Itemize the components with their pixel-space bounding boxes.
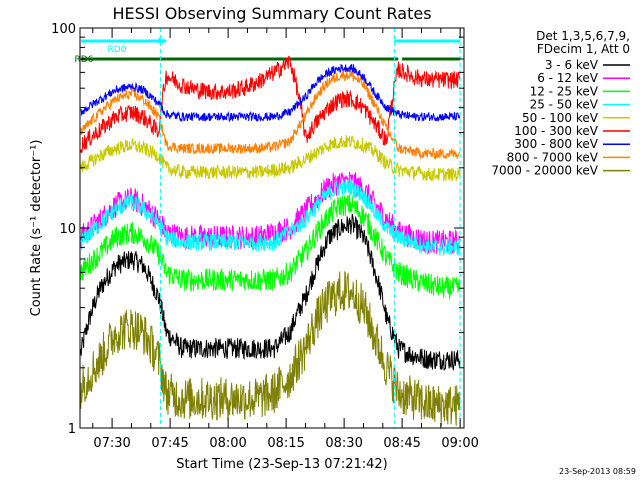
series-line-8 (80, 270, 461, 427)
legend-label-1: 6 - 12 keV (537, 71, 599, 85)
legend-label-2: 12 - 25 keV (530, 84, 599, 98)
flag-label-1: RD0 (108, 45, 127, 55)
x-tick-label-5: 08:45 (383, 436, 420, 451)
x-axis-label: Start Time (23-Sep-13 07:21:42) (176, 457, 387, 472)
legend-label-3: 25 - 50 keV (530, 98, 599, 112)
legend-label-8: 7000 - 20000 keV (491, 164, 598, 178)
x-tick-label-0: 07:30 (93, 436, 130, 451)
x-tick-label-1: 07:45 (151, 436, 188, 451)
y-tick-label-0: 1 (68, 422, 76, 437)
legend-label-7: 800 - 7000 keV (507, 150, 599, 164)
flag-bars: N RD0 RD6 (75, 37, 461, 65)
legend-label-5: 100 - 300 keV (514, 124, 598, 138)
y-tick-label-1: 10 (59, 222, 76, 237)
y-tick-label-2: 100 (51, 22, 76, 37)
x-tick-label-3: 08:15 (267, 436, 304, 451)
series-line-5 (80, 55, 461, 153)
legend-label-4: 50 - 100 keV (522, 111, 599, 125)
legend: Det 1,3,5,6,7,9, FDecim 1, Att 0 3 - 6 k… (491, 29, 630, 178)
flag-label-2: RD6 (75, 55, 94, 65)
x-tick-label-4: 08:30 (325, 436, 362, 451)
legend-header-line-1: Det 1,3,5,6,7,9, (536, 29, 630, 43)
series-line-3 (80, 179, 461, 257)
series-line-2 (80, 194, 461, 300)
series-line-7 (80, 70, 461, 161)
legend-label-0: 3 - 6 keV (545, 58, 599, 72)
chart-title: HESSI Observing Summary Count Rates (112, 4, 431, 23)
series-line-6 (80, 63, 461, 123)
series-line-0 (80, 213, 461, 372)
y-axis-label: Count Rate (s⁻¹ detector⁻¹) (29, 140, 44, 317)
flag-label-0: N (158, 37, 165, 47)
series-layer (80, 55, 461, 427)
series-line-4 (80, 135, 461, 182)
x-tick-label-6: 09:00 (441, 436, 478, 451)
axes: 1 10 100 07:30 07:45 08:00 08:15 08:30 08:45 09:0… (51, 22, 479, 451)
footer-timestamp: 23-Sep-2013 08:59 (559, 467, 636, 476)
legend-header-line-2: FDecim 1, Att 0 (537, 42, 630, 56)
legend-label-6: 300 - 800 keV (514, 137, 598, 151)
x-tick-label-2: 08:00 (209, 436, 246, 451)
